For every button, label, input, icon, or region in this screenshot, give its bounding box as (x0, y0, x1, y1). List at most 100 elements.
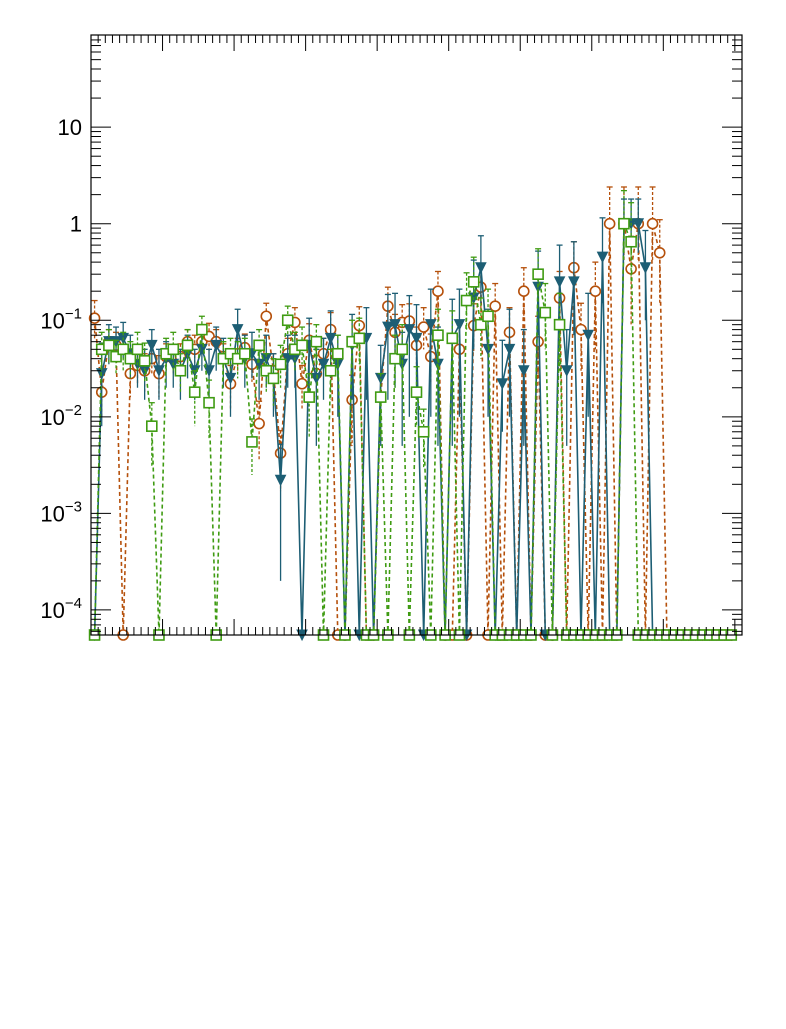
data-point (274, 474, 287, 487)
data-point (124, 352, 137, 365)
data-point (117, 343, 129, 356)
data-point (639, 262, 652, 274)
data-point (145, 339, 158, 352)
data-point (532, 335, 544, 348)
data-point (475, 262, 487, 274)
data-point (396, 343, 408, 356)
data-point (296, 339, 308, 352)
data-point (553, 276, 566, 288)
y-tick-label-base: 1 (70, 212, 82, 237)
data-point (260, 364, 273, 377)
y-tick-label-base: 10 (40, 308, 64, 333)
data-point (646, 217, 659, 230)
data-point (603, 217, 616, 230)
data-point (317, 358, 330, 371)
data-point (518, 285, 530, 297)
data-point (246, 436, 258, 448)
data-point (310, 372, 323, 385)
data-point (517, 365, 530, 377)
data-point (103, 339, 115, 352)
data-point (417, 425, 430, 438)
series-1 (88, 186, 738, 641)
data-point (618, 217, 630, 230)
data-point (410, 386, 423, 398)
data-point (174, 364, 187, 377)
y-tick-label-base: 10 (58, 115, 82, 140)
data-point (632, 218, 645, 230)
data-point (167, 343, 180, 356)
data-point (210, 339, 223, 352)
series-layer (88, 186, 738, 642)
data-point (224, 372, 237, 385)
data-point (446, 332, 459, 345)
data-point (310, 335, 323, 348)
data-point (253, 417, 265, 430)
data-point (374, 391, 387, 403)
data-point (324, 332, 337, 345)
data-point (496, 378, 509, 390)
data-point (410, 332, 423, 345)
data-point (131, 343, 144, 356)
data-point (489, 300, 501, 312)
data-point (188, 386, 201, 398)
y-tick-label-exponent: −3 (65, 498, 82, 515)
y-tick-label: 10−1 (40, 305, 82, 333)
series-line (93, 222, 732, 636)
y-tick-label: 10−2 (40, 402, 82, 430)
data-point (424, 319, 437, 331)
data-point (432, 329, 444, 342)
data-point (417, 321, 430, 333)
data-point (575, 323, 587, 336)
y-tick-label: 10−3 (40, 498, 82, 526)
data-point (460, 294, 473, 307)
data-point (432, 285, 444, 297)
data-point (389, 352, 401, 365)
data-point (253, 358, 265, 371)
data-point (146, 420, 158, 432)
data-point (582, 329, 595, 342)
data-point (539, 306, 552, 319)
data-point (475, 318, 487, 331)
data-point (560, 365, 573, 377)
data-point (653, 246, 666, 259)
data-point (625, 235, 637, 248)
y-tick-label-base: 10 (40, 598, 64, 623)
data-point (589, 285, 602, 297)
data-point (332, 347, 344, 360)
data-point (231, 324, 244, 336)
data-point (453, 319, 466, 331)
y-tick-label-base: 10 (40, 501, 64, 526)
data-point (382, 321, 394, 334)
data-point (253, 339, 265, 352)
data-point (553, 318, 566, 331)
data-point (353, 332, 366, 345)
data-point (568, 276, 580, 288)
series-line (93, 223, 732, 636)
data-point (403, 324, 416, 336)
series-line (93, 223, 732, 636)
y-tick-label-exponent: −1 (65, 305, 82, 322)
y-tick-label: 1 (70, 212, 82, 237)
data-point (296, 377, 308, 390)
data-point (181, 339, 194, 352)
data-point (260, 310, 273, 323)
data-point (281, 314, 294, 327)
data-point (532, 268, 544, 280)
data-point (482, 310, 494, 323)
y-tick-label-exponent: −4 (65, 595, 82, 612)
data-point (267, 372, 280, 385)
data-point (503, 343, 516, 356)
data-point (239, 347, 251, 360)
y-tick-label-exponent: −2 (65, 402, 82, 419)
y-tick-label: 10−4 (40, 595, 82, 623)
data-point (467, 276, 480, 288)
data-point (110, 350, 122, 363)
data-point (153, 365, 165, 377)
data-point (203, 396, 215, 409)
data-point (196, 323, 208, 336)
data-point (324, 364, 337, 377)
y-tick-label: 10 (58, 115, 82, 140)
